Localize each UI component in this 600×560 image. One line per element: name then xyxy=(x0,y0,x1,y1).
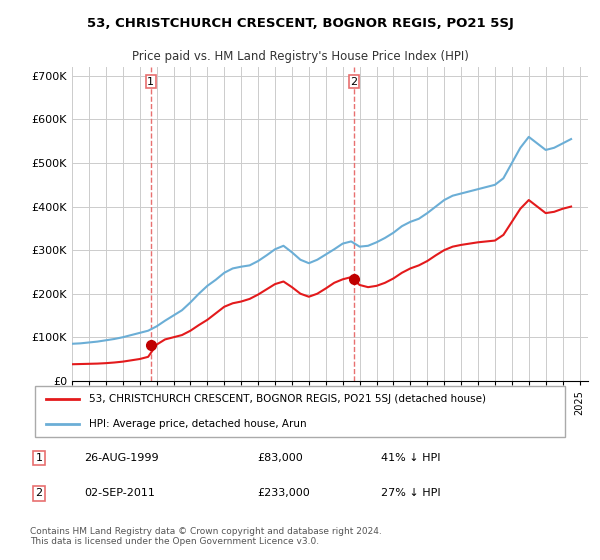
Text: 2: 2 xyxy=(350,77,358,87)
Text: 2: 2 xyxy=(35,488,43,498)
Text: 1: 1 xyxy=(35,453,43,463)
Text: HPI: Average price, detached house, Arun: HPI: Average price, detached house, Arun xyxy=(89,419,307,429)
Text: 53, CHRISTCHURCH CRESCENT, BOGNOR REGIS, PO21 5SJ: 53, CHRISTCHURCH CRESCENT, BOGNOR REGIS,… xyxy=(86,17,514,30)
Text: £233,000: £233,000 xyxy=(257,488,310,498)
Text: 53, CHRISTCHURCH CRESCENT, BOGNOR REGIS, PO21 5SJ (detached house): 53, CHRISTCHURCH CRESCENT, BOGNOR REGIS,… xyxy=(89,394,487,404)
Text: £83,000: £83,000 xyxy=(257,453,302,463)
Text: 26-AUG-1999: 26-AUG-1999 xyxy=(84,453,158,463)
Text: 1: 1 xyxy=(147,77,154,87)
Text: Price paid vs. HM Land Registry's House Price Index (HPI): Price paid vs. HM Land Registry's House … xyxy=(131,50,469,63)
FancyBboxPatch shape xyxy=(35,386,565,437)
Text: Contains HM Land Registry data © Crown copyright and database right 2024.
This d: Contains HM Land Registry data © Crown c… xyxy=(30,526,382,546)
Text: 27% ↓ HPI: 27% ↓ HPI xyxy=(381,488,440,498)
Text: 41% ↓ HPI: 41% ↓ HPI xyxy=(381,453,440,463)
Text: 02-SEP-2011: 02-SEP-2011 xyxy=(84,488,155,498)
